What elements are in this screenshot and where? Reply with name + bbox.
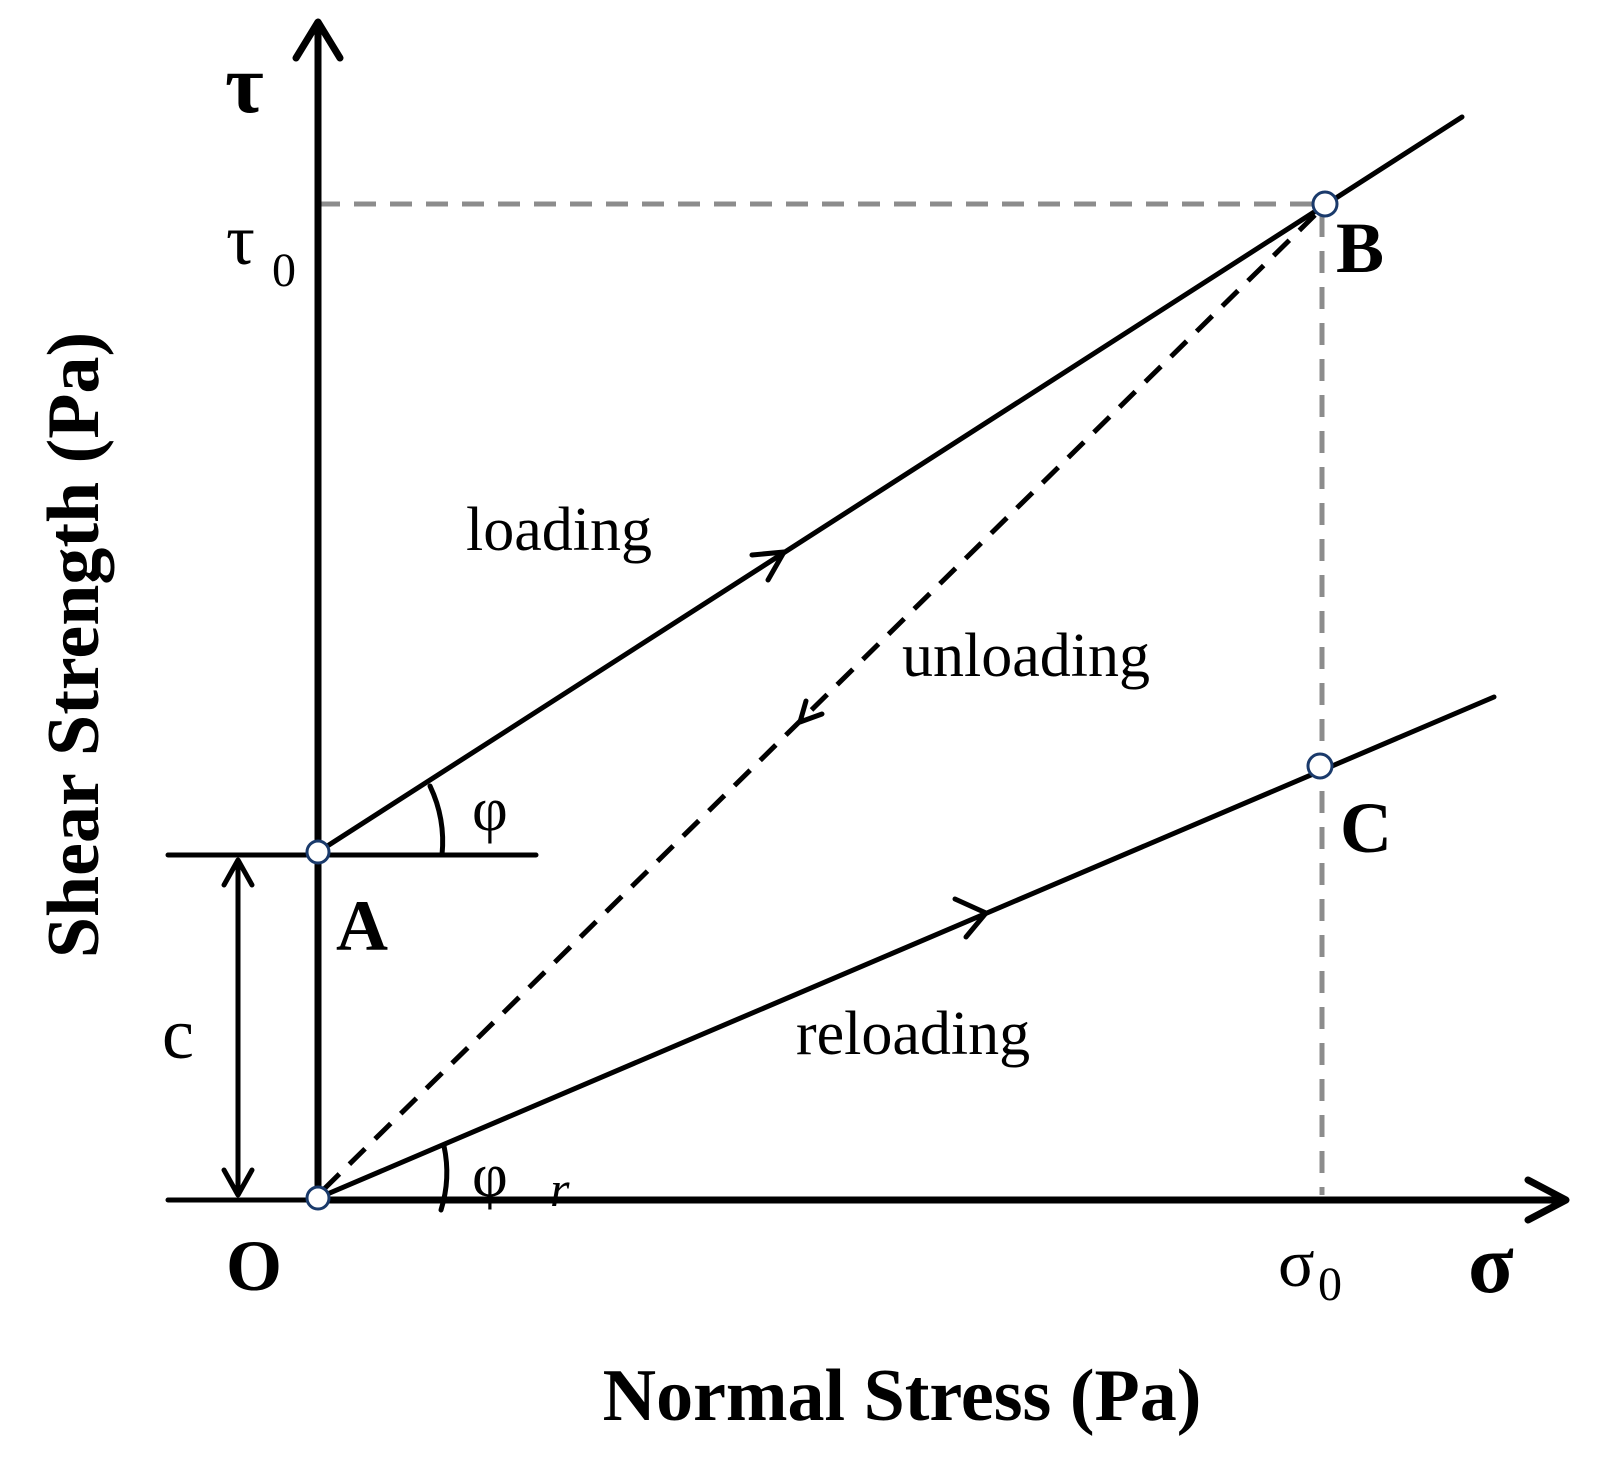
point-c-label: C [1340,788,1392,868]
loading-label: loading [466,496,652,564]
y-axis-arrow [292,18,344,62]
point-b-marker [1311,190,1339,218]
tau0-subscript: 0 [272,244,296,297]
y-axis-title: Shear Strength (Pa) [33,332,115,958]
x-axis-title: Normal Stress (Pa) [603,1355,1202,1437]
y-axis-symbol: τ [225,38,264,131]
point-c-marker [1306,752,1334,780]
loading-line [315,114,1465,855]
point-a-label: A [336,886,388,966]
loading-direction-arrow [749,549,787,583]
cohesion-arrow-bottom [221,1167,255,1198]
phi-angle-arc [427,783,446,858]
phi-label: φ [472,776,508,844]
cohesion-label: c [162,994,194,1074]
phi-r-label: φ [472,1142,508,1210]
cohesion-arrow-top [221,857,255,888]
sigma0-subscript: 0 [1318,1258,1342,1311]
point-a-marker [305,839,331,865]
origin-label: O [226,1226,282,1306]
phi-r-angle-arc [438,1143,450,1213]
sigma0-label: σ [1278,1225,1315,1301]
unloading-direction-arrow [797,698,825,725]
point-o-marker [305,1185,331,1211]
x-axis-arrow [1524,1176,1570,1224]
tau0-label: τ [226,200,255,280]
unloading-label: unloading [902,622,1150,690]
unloading-line [316,213,1317,1197]
phi-r-subscript: r [550,1161,570,1217]
x-axis-symbol: σ [1468,1218,1514,1311]
reloading-direction-arrow [952,896,989,940]
point-b-label: B [1336,208,1384,288]
reloading-line [315,694,1497,1201]
reloading-label: reloading [796,1000,1030,1068]
